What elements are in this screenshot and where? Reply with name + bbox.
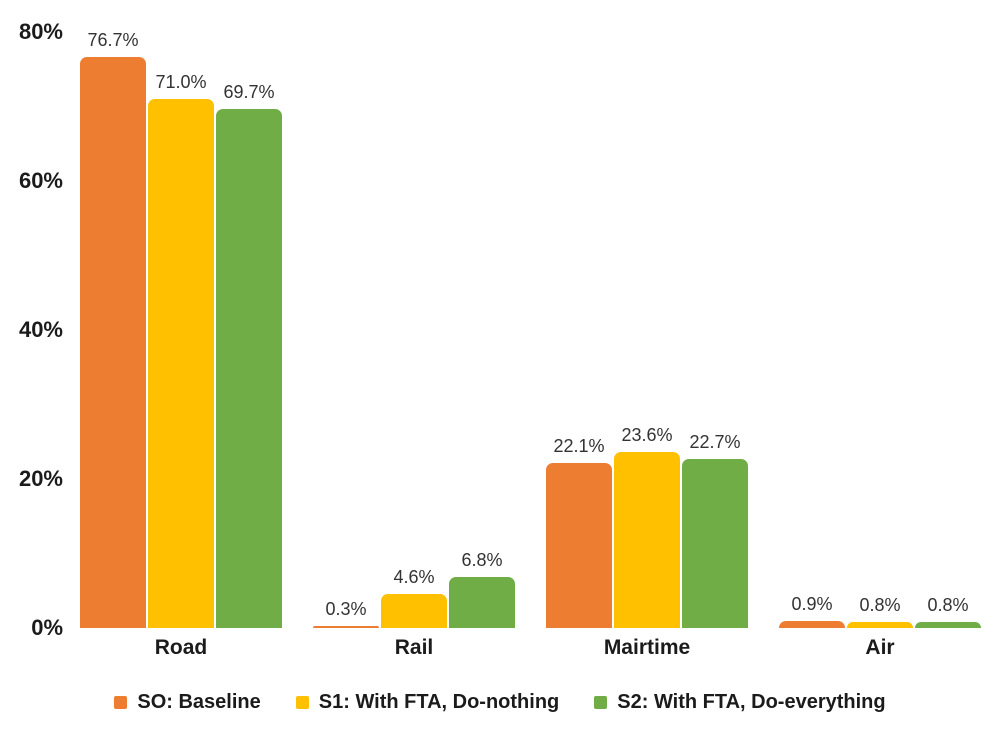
bar: [779, 621, 845, 628]
data-label: 4.6%: [393, 566, 435, 587]
y-axis-tick-label: 40%: [18, 317, 63, 342]
legend-label: S2: With FTA, Do-everything: [617, 691, 886, 713]
x-axis-category-label: Road: [154, 636, 208, 659]
x-axis-category-label: Air: [865, 636, 895, 659]
bar: [313, 625, 379, 628]
data-label: 76.7%: [87, 29, 139, 50]
y-axis-tick-label: 0%: [31, 615, 63, 640]
data-label: 23.6%: [621, 425, 673, 446]
legend-swatch-icon: [594, 696, 608, 709]
data-label: 0.9%: [791, 594, 833, 615]
legend-item: S1: With FTA, Do-nothing: [295, 691, 560, 714]
bar-slot: 23.6%: [614, 425, 680, 628]
bar: [682, 458, 748, 628]
bar-slot: 4.6%: [381, 567, 447, 628]
bar-slot: 0.9%: [779, 594, 845, 628]
bar-group-mairtime: 22.1% 23.6% 22.7%: [546, 425, 748, 628]
legend: SO: Baseline S1: With FTA, Do-nothing S2: …: [0, 691, 1000, 714]
legend-label: SO: Baseline: [137, 691, 261, 713]
data-label: 0.8%: [859, 595, 901, 616]
bar-slot: 0.8%: [847, 595, 913, 628]
legend-item: SO: Baseline: [114, 691, 261, 714]
x-axis-category-label: Rail: [394, 636, 434, 659]
data-label: 0.8%: [927, 595, 969, 616]
data-label: 22.7%: [689, 431, 741, 452]
bar: [614, 452, 680, 628]
data-label: 6.8%: [461, 550, 503, 571]
bar-group-road: 76.7% 71.0% 69.7%: [80, 30, 282, 628]
legend-swatch-icon: [295, 696, 309, 709]
bar: [449, 577, 515, 628]
data-label: 69.7%: [223, 81, 275, 102]
legend-item: S2: With FTA, Do-everything: [594, 691, 886, 714]
legend-label: S1: With FTA, Do-nothing: [318, 691, 560, 713]
x-axis-category-label: Mairtime: [603, 636, 691, 659]
y-axis-tick-label: 80%: [18, 19, 63, 44]
bar: [915, 622, 981, 628]
bar-slot: 22.7%: [682, 432, 748, 628]
data-label: 0.3%: [325, 598, 367, 619]
y-axis-tick-label: 60%: [18, 168, 63, 193]
bar: [546, 463, 612, 628]
y-axis-tick-label: 20%: [18, 466, 63, 491]
bar-group-rail: 0.3% 4.6% 6.8%: [313, 550, 515, 628]
bar: [381, 593, 447, 628]
bar-slot: 69.7%: [216, 82, 282, 628]
bar-slot: 0.3%: [313, 599, 379, 628]
bar: [847, 622, 913, 628]
bar-slot: 71.0%: [148, 72, 214, 628]
bar-group-air: 0.9% 0.8% 0.8%: [779, 594, 981, 628]
bar: [216, 108, 282, 628]
bar: [148, 99, 214, 628]
data-label: 71.0%: [155, 72, 207, 93]
bar-slot: 6.8%: [449, 550, 515, 628]
bar: [80, 56, 146, 628]
data-label: 22.1%: [553, 436, 605, 457]
legend-swatch-icon: [114, 696, 128, 709]
bar-slot: 76.7%: [80, 30, 146, 628]
bar-slot: 22.1%: [546, 436, 612, 628]
bar-slot: 0.8%: [915, 595, 981, 628]
